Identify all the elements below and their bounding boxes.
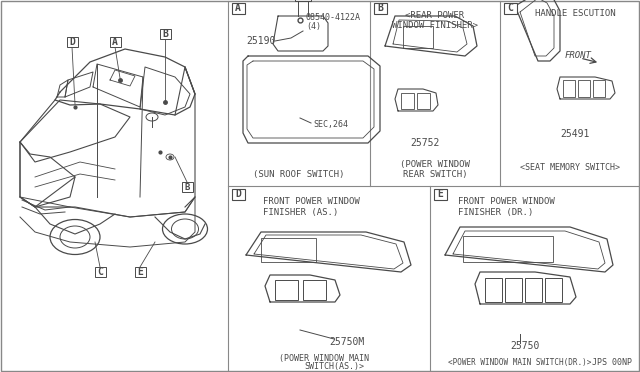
Bar xyxy=(563,80,575,97)
Text: B: B xyxy=(162,29,168,39)
Bar xyxy=(159,29,170,39)
Text: REAR SWITCH): REAR SWITCH) xyxy=(403,170,467,179)
Bar xyxy=(505,278,522,302)
Bar xyxy=(134,267,145,277)
Text: HANDLE ESCUTION: HANDLE ESCUTION xyxy=(534,10,615,19)
Bar xyxy=(578,80,590,97)
Text: 25752: 25752 xyxy=(410,138,440,148)
Bar xyxy=(463,236,553,262)
Bar xyxy=(182,182,193,192)
Bar xyxy=(261,238,316,262)
Text: FINISHER (DR.): FINISHER (DR.) xyxy=(458,208,533,217)
Text: 08540-4122A: 08540-4122A xyxy=(306,13,361,22)
Text: FINISHER (AS.): FINISHER (AS.) xyxy=(263,208,339,217)
Text: <POWER WINDOW MAIN SWITCH(DR.)>: <POWER WINDOW MAIN SWITCH(DR.)> xyxy=(448,357,592,366)
Text: A: A xyxy=(112,37,118,47)
Text: SEC,264: SEC,264 xyxy=(313,119,348,128)
Ellipse shape xyxy=(166,154,174,160)
Bar xyxy=(545,278,562,302)
Text: B: B xyxy=(184,183,189,192)
Text: 25750: 25750 xyxy=(510,341,540,351)
Text: SWITCH(AS.)>: SWITCH(AS.)> xyxy=(304,362,364,372)
Text: A: A xyxy=(235,3,241,13)
Ellipse shape xyxy=(163,214,207,244)
Bar xyxy=(232,3,244,13)
Bar xyxy=(485,278,502,302)
Text: (POWER WINDOW MAIN: (POWER WINDOW MAIN xyxy=(279,353,369,362)
Bar xyxy=(504,3,516,13)
Text: D: D xyxy=(235,189,241,199)
Text: JPS 00NP: JPS 00NP xyxy=(592,358,632,367)
Ellipse shape xyxy=(50,219,100,254)
Bar xyxy=(525,278,542,302)
Text: FRONT POWER WINDOW: FRONT POWER WINDOW xyxy=(263,198,360,206)
Bar xyxy=(232,189,244,199)
Text: (POWER WINDOW: (POWER WINDOW xyxy=(400,160,470,169)
Text: FRONT POWER WINDOW: FRONT POWER WINDOW xyxy=(458,198,555,206)
Text: <SEAT MEMORY SWITCH>: <SEAT MEMORY SWITCH> xyxy=(520,164,620,173)
Text: B: B xyxy=(377,3,383,13)
Bar xyxy=(67,37,77,47)
Bar xyxy=(374,3,387,13)
Text: 25190: 25190 xyxy=(246,36,275,46)
Bar xyxy=(593,80,605,97)
Text: 25750M: 25750M xyxy=(330,337,365,347)
Text: <REAR POWER: <REAR POWER xyxy=(405,12,465,20)
Text: WINDOW FINISHER>: WINDOW FINISHER> xyxy=(392,20,478,29)
Text: 25491: 25491 xyxy=(560,129,589,139)
Bar xyxy=(303,280,326,300)
Bar xyxy=(401,93,414,109)
Text: E: E xyxy=(437,189,443,199)
Text: (4): (4) xyxy=(306,22,321,31)
Text: (SUN ROOF SWITCH): (SUN ROOF SWITCH) xyxy=(253,170,345,179)
Bar xyxy=(417,93,430,109)
Bar xyxy=(275,280,298,300)
Bar xyxy=(433,189,447,199)
Text: C: C xyxy=(507,3,513,13)
Text: D: D xyxy=(69,37,75,47)
Ellipse shape xyxy=(60,226,90,248)
Bar xyxy=(403,26,433,48)
Bar xyxy=(109,37,120,47)
Bar xyxy=(95,267,106,277)
Text: C: C xyxy=(97,267,103,277)
Text: E: E xyxy=(137,267,143,277)
Ellipse shape xyxy=(146,113,158,121)
Ellipse shape xyxy=(172,219,198,239)
Text: FRONT: FRONT xyxy=(564,51,591,60)
